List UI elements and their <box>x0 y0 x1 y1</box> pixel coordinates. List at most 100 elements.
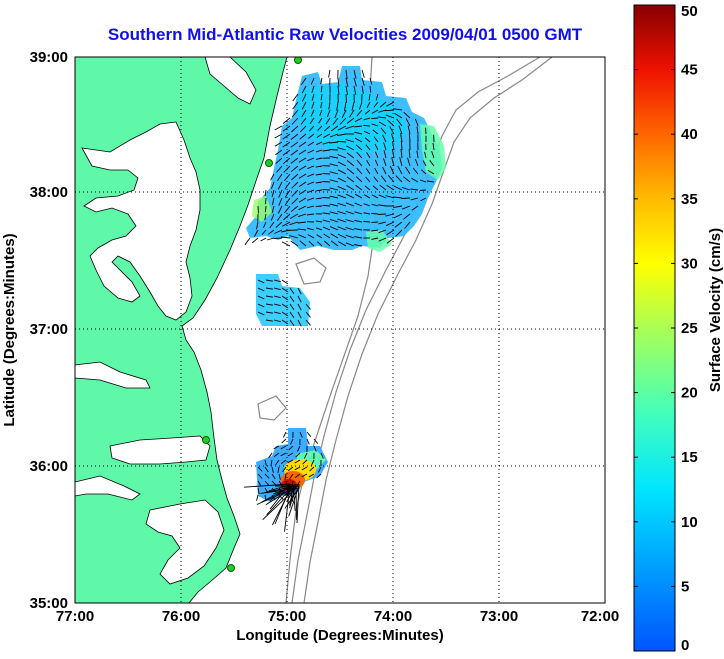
velocity-vector <box>318 117 323 124</box>
velocity-vector <box>289 235 299 239</box>
velocity-vector <box>264 205 267 213</box>
velocity-vector <box>271 473 276 480</box>
velocity-vector <box>395 175 403 183</box>
velocity-vector <box>404 221 411 229</box>
velocity-vector <box>345 77 349 87</box>
velocity-vector <box>337 226 347 231</box>
velocity-vector <box>281 287 289 293</box>
velocity-vector <box>281 438 287 444</box>
velocity-vector <box>408 149 411 159</box>
velocity-vector <box>295 452 301 458</box>
velocity-vector <box>264 485 297 494</box>
coverage-north-west <box>252 196 272 222</box>
velocity-vector <box>306 227 315 231</box>
velocity-vector <box>345 234 355 239</box>
velocity-vector <box>271 483 294 526</box>
velocity-vector <box>275 459 280 466</box>
velocity-vector <box>353 69 357 79</box>
velocity-vector <box>380 175 387 183</box>
velocity-vector <box>378 204 387 207</box>
velocity-vector <box>316 234 323 239</box>
velocity-vector <box>280 452 287 457</box>
velocity-vector <box>369 77 373 85</box>
velocity-vector <box>400 140 403 151</box>
velocity-vector <box>291 173 299 181</box>
velocity-vector <box>268 229 275 235</box>
velocity-vector <box>378 213 387 215</box>
velocity-vector <box>326 109 331 118</box>
velocity-vector <box>315 227 323 231</box>
velocity-vector <box>364 185 371 191</box>
velocity-vector <box>403 213 411 220</box>
colorbar-tick-label: 5 <box>681 578 689 595</box>
velocity-vector <box>371 117 379 120</box>
velocity-vector <box>424 151 427 159</box>
velocity-vector <box>257 473 263 479</box>
velocity-vector <box>393 108 403 111</box>
velocity-vector <box>264 473 270 479</box>
velocity-vector <box>345 242 355 247</box>
velocity-vector <box>332 117 339 126</box>
velocity-vector <box>323 125 331 132</box>
velocity-vector <box>398 125 403 135</box>
x-axis: 77:00 76:00 75:00 74:00 73:00 72:00 Long… <box>56 608 619 644</box>
velocity-vector <box>290 240 299 247</box>
station-marker <box>202 436 210 444</box>
velocity-vector <box>264 466 269 473</box>
velocity-vector <box>307 189 315 194</box>
velocity-vector <box>291 189 299 197</box>
velocity-vector <box>281 241 291 247</box>
velocity-vector <box>298 213 307 218</box>
velocity-vector <box>344 101 347 111</box>
velocity-vector <box>281 229 291 233</box>
velocity-vector <box>403 176 411 183</box>
grid <box>75 57 605 603</box>
velocity-vector <box>274 229 283 234</box>
velocity-vector <box>289 319 295 327</box>
velocity-vector <box>378 221 387 225</box>
velocity-vector <box>315 220 323 223</box>
velocity-vector <box>308 125 315 132</box>
velocity-vector <box>420 197 427 202</box>
velocity-vector <box>273 445 280 450</box>
velocity-vector <box>387 175 395 183</box>
velocity-vector <box>378 229 387 234</box>
velocity-vector <box>322 226 331 231</box>
velocity-vector <box>257 279 265 284</box>
colorbar-tick-label: 25 <box>681 320 698 337</box>
velocity-vector <box>297 228 307 231</box>
colorbar-tick-label: 45 <box>681 62 698 79</box>
velocity-vector <box>361 77 365 86</box>
velocity-vector <box>410 188 419 191</box>
velocity-vector <box>310 459 315 466</box>
velocity-vector <box>373 176 379 183</box>
colorbar-tick-label: 0 <box>681 637 689 654</box>
velocity-vector <box>337 202 347 207</box>
colorbar-tick-label: 10 <box>681 514 698 531</box>
velocity-vector <box>378 194 387 199</box>
radar-stations <box>202 57 302 572</box>
velocity-vector <box>345 125 355 130</box>
velocity-vector <box>282 117 291 124</box>
velocity-vector <box>355 184 363 191</box>
velocity-vector <box>296 445 301 452</box>
velocity-vector <box>412 167 419 175</box>
river-2 <box>75 475 141 501</box>
velocity-vector <box>369 85 372 93</box>
velocity-vector <box>349 109 355 118</box>
colorbar-tick-label: 30 <box>681 255 698 272</box>
velocity-vector <box>366 101 371 109</box>
velocity-vector <box>299 240 307 247</box>
velocity-vector <box>346 145 355 151</box>
velocity-vector <box>336 101 339 111</box>
velocity-vector <box>351 101 355 111</box>
velocity-vector <box>291 181 299 189</box>
velocity-vector <box>337 169 347 175</box>
velocity-vector <box>244 483 291 488</box>
velocity-vector <box>273 279 281 283</box>
velocity-vector <box>371 194 379 199</box>
velocity-vector <box>298 141 307 148</box>
velocity-vector <box>305 311 311 318</box>
colorbar: 0 5 10 15 20 25 30 35 40 45 50 Surface Velocity (c… <box>633 3 724 654</box>
